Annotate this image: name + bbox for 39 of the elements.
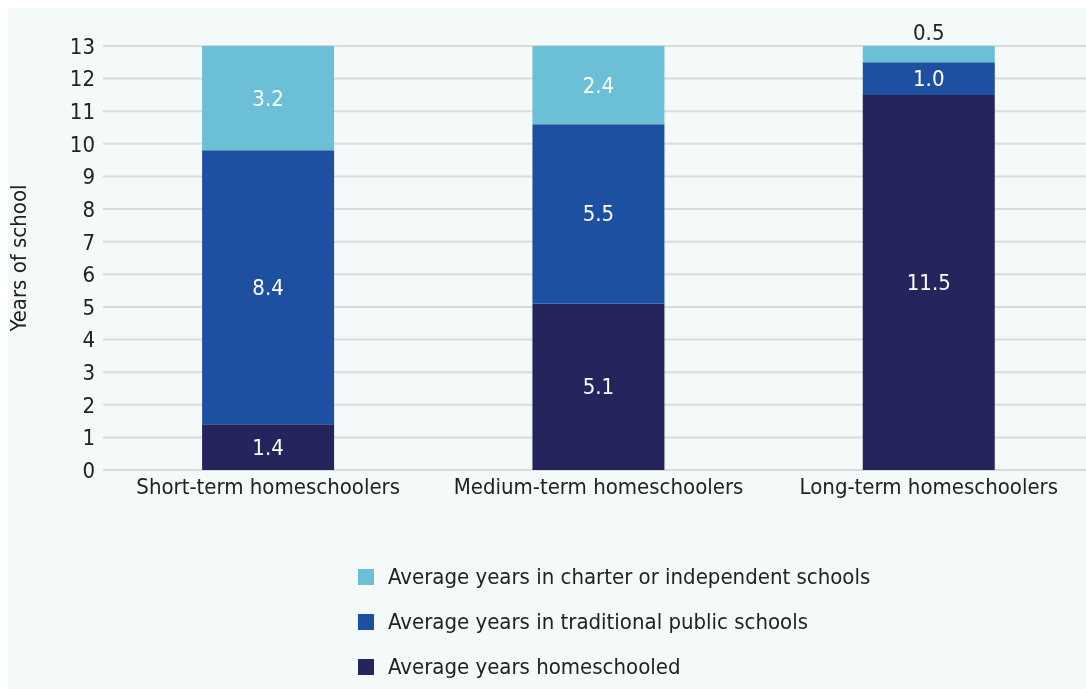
y-tick-label: 6 — [82, 262, 95, 288]
x-tick-label: Long-term homeschoolers — [799, 473, 1059, 499]
y-tick-label: 8 — [82, 196, 95, 222]
y-tick-label: 10 — [69, 131, 95, 157]
data-label: 3.2 — [252, 85, 284, 111]
legend-label: Average years in charter or independent schools — [388, 564, 871, 589]
data-label: 1.0 — [913, 66, 945, 92]
data-label: 5.5 — [582, 201, 615, 227]
data-label: 8.4 — [252, 274, 284, 300]
bar — [862, 62, 995, 95]
y-tick-label: 5 — [82, 294, 95, 320]
y-tick-label: 2 — [82, 392, 95, 418]
bar — [202, 424, 335, 470]
x-tick-label: Short-term homeschoolers — [136, 473, 401, 499]
data-label: 11.5 — [906, 269, 951, 295]
y-tick-label: 3 — [82, 359, 95, 385]
y-tick-label: 12 — [69, 66, 95, 92]
y-axis-title: Years of school — [5, 184, 31, 333]
x-tick-label: Medium-term homeschoolers — [453, 473, 744, 499]
y-tick-label: 4 — [82, 327, 95, 353]
bar — [532, 46, 665, 125]
bar — [862, 46, 995, 63]
y-tick-label: 11 — [69, 99, 95, 125]
bar — [202, 46, 335, 151]
bar — [202, 150, 335, 425]
y-tick-label: 13 — [69, 33, 95, 59]
y-tick-label: 0 — [82, 457, 95, 483]
y-tick-label: 7 — [82, 229, 95, 255]
y-tick-label: 1 — [82, 425, 95, 451]
data-label: 1.4 — [252, 434, 284, 460]
legend-label: Average years homeschooled — [388, 654, 681, 679]
data-label: 5.1 — [582, 374, 615, 400]
legend-label: Average years in traditional public schools — [388, 609, 809, 634]
y-tick-label: 9 — [82, 164, 95, 190]
data-label: 2.4 — [582, 72, 615, 98]
bar — [862, 94, 995, 470]
bar — [532, 124, 665, 304]
bar — [532, 303, 665, 470]
data-label: 0.5 — [913, 19, 945, 45]
